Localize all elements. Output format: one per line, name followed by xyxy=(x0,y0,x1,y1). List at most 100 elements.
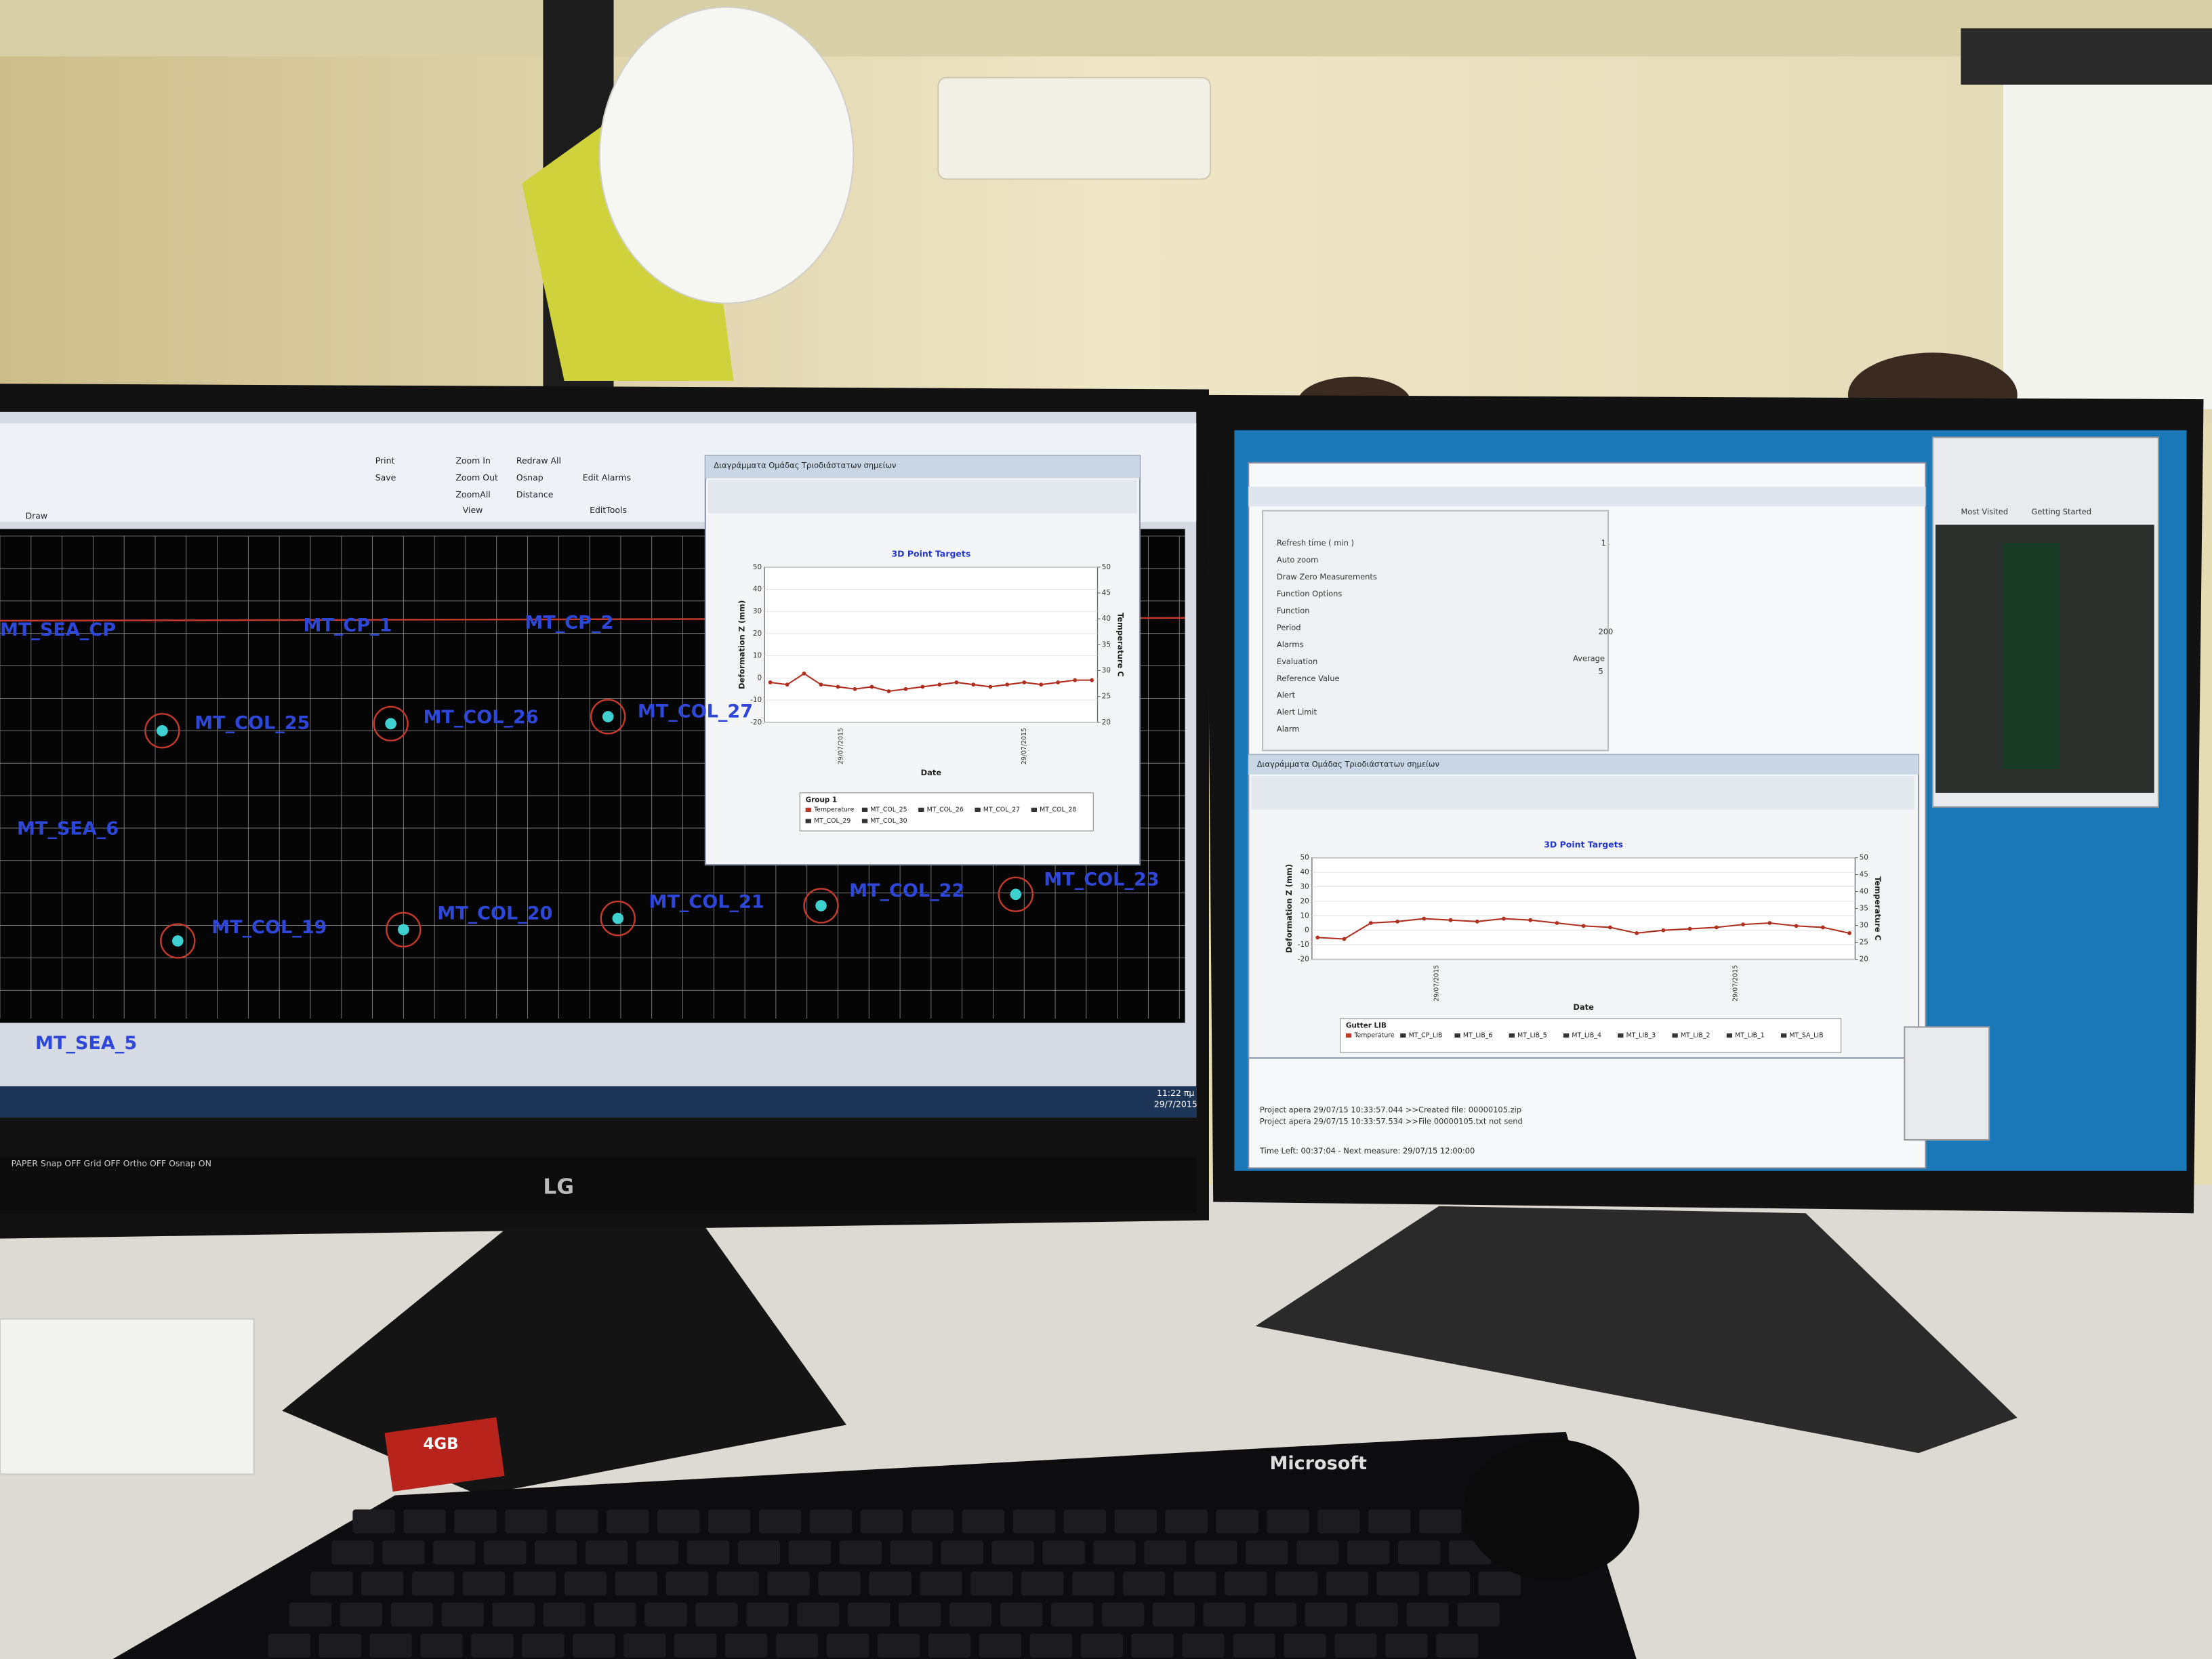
legend-swatch xyxy=(1454,1033,1460,1038)
key xyxy=(644,1602,687,1627)
key xyxy=(979,1633,1022,1658)
cad-label: MT_COL_19 xyxy=(211,917,327,938)
key xyxy=(758,1509,802,1534)
legend-swatch xyxy=(861,807,868,812)
legend-entry: MT_LIB_4 xyxy=(1572,1031,1601,1039)
target-ring xyxy=(144,713,180,749)
window-titlebar xyxy=(705,455,1140,478)
window-titlebar xyxy=(1248,754,1919,775)
target-dot xyxy=(1010,888,1022,901)
series-point xyxy=(971,682,976,687)
key xyxy=(1000,1602,1043,1627)
y2-tick-label: 25 xyxy=(1102,693,1111,701)
window-title: Διαγράμματα Ομάδας Τριοδιάστατων σημείων xyxy=(1257,760,1439,769)
legend-entry: MT_COL_30 xyxy=(870,817,907,825)
key xyxy=(573,1633,615,1658)
series-point xyxy=(836,684,840,689)
target-ring xyxy=(998,876,1034,912)
cad-label: MT_SEA_5 xyxy=(35,1033,137,1054)
setting-label: Alarm xyxy=(1277,724,1300,734)
key xyxy=(1042,1540,1085,1565)
y2-tick-label: 50 xyxy=(1860,854,1868,862)
key xyxy=(585,1540,628,1565)
setting-label: Draw Zero Measurements xyxy=(1277,572,1377,581)
legend-entry: MT_SA_LIB xyxy=(1789,1031,1823,1039)
window-toolbar xyxy=(1251,775,1914,810)
key xyxy=(615,1571,658,1596)
legend-entry: MT_LIB_6 xyxy=(1463,1031,1493,1039)
series-point xyxy=(1661,928,1666,933)
key xyxy=(949,1602,992,1627)
key xyxy=(809,1509,853,1534)
keyboard-brand: Microsoft xyxy=(1269,1453,1367,1474)
series-point xyxy=(1056,680,1061,684)
series-point xyxy=(819,682,823,687)
key xyxy=(737,1540,781,1565)
y-tick-label: -10 xyxy=(750,696,762,704)
y-tick-label: 0 xyxy=(1305,926,1309,935)
ribbon-label: Draw xyxy=(25,510,47,520)
key xyxy=(826,1633,869,1658)
series-point xyxy=(937,682,942,687)
setting-label: Function xyxy=(1277,606,1310,615)
legend-entry: MT_CP_LIB xyxy=(1409,1031,1443,1039)
series-point xyxy=(802,671,806,676)
key xyxy=(674,1633,717,1658)
setting-label: Alert Limit xyxy=(1277,708,1317,717)
y-tick-label: 40 xyxy=(1300,868,1309,876)
key xyxy=(492,1602,535,1627)
cad-label: MT_SEA_6 xyxy=(17,819,119,840)
sd-card xyxy=(384,1417,505,1492)
key xyxy=(505,1509,548,1534)
series-point xyxy=(1635,931,1639,935)
key xyxy=(340,1602,383,1627)
ribbon-label: Osnap xyxy=(516,472,544,483)
key xyxy=(1436,1633,1479,1658)
key xyxy=(724,1633,768,1658)
key xyxy=(1246,1540,1288,1565)
series-point xyxy=(1090,678,1094,682)
series-point xyxy=(1022,680,1027,684)
key xyxy=(433,1540,476,1565)
keys xyxy=(268,1509,1563,1658)
series-point xyxy=(1073,678,1078,682)
small-dialog xyxy=(1904,1026,1990,1141)
key xyxy=(1131,1633,1174,1658)
x-axis-label: Date xyxy=(921,768,942,777)
key xyxy=(1182,1633,1225,1658)
app-tabs xyxy=(1248,487,1926,507)
x-tick-label: 29/07/2015 xyxy=(1021,728,1028,764)
chart-title: 3D Point Targets xyxy=(892,549,971,559)
key xyxy=(1122,1571,1166,1596)
y2-tick-label: 20 xyxy=(1102,718,1111,726)
key xyxy=(941,1540,983,1565)
key xyxy=(534,1540,577,1565)
key xyxy=(462,1571,506,1596)
target-ring xyxy=(373,705,409,742)
legend-box xyxy=(799,792,1094,832)
sd-card-label: 4GB xyxy=(423,1435,458,1453)
window-toolbar xyxy=(708,479,1137,514)
key xyxy=(1029,1633,1073,1658)
window-blind xyxy=(1961,28,2212,85)
key xyxy=(890,1540,933,1565)
target-dot xyxy=(385,718,396,730)
series-point xyxy=(785,682,790,687)
series-point xyxy=(1502,916,1506,921)
legend-swatch xyxy=(805,819,811,823)
key xyxy=(665,1571,708,1596)
setting-value: 5 xyxy=(1598,666,1603,676)
key xyxy=(1021,1571,1064,1596)
key xyxy=(369,1633,412,1658)
key xyxy=(1254,1602,1297,1627)
key xyxy=(1427,1571,1471,1596)
legend-swatch xyxy=(1031,807,1037,812)
target-dot xyxy=(171,935,184,947)
legend-entry: MT_COL_29 xyxy=(814,817,851,825)
ribbon-label: ZoomAll xyxy=(455,489,490,499)
cad-label: MT_COL_21 xyxy=(649,892,764,913)
clock-time: 11:22 πμ xyxy=(1157,1088,1194,1098)
key xyxy=(1224,1571,1267,1596)
key xyxy=(1284,1633,1326,1658)
setting-value: 1 xyxy=(1601,538,1606,548)
